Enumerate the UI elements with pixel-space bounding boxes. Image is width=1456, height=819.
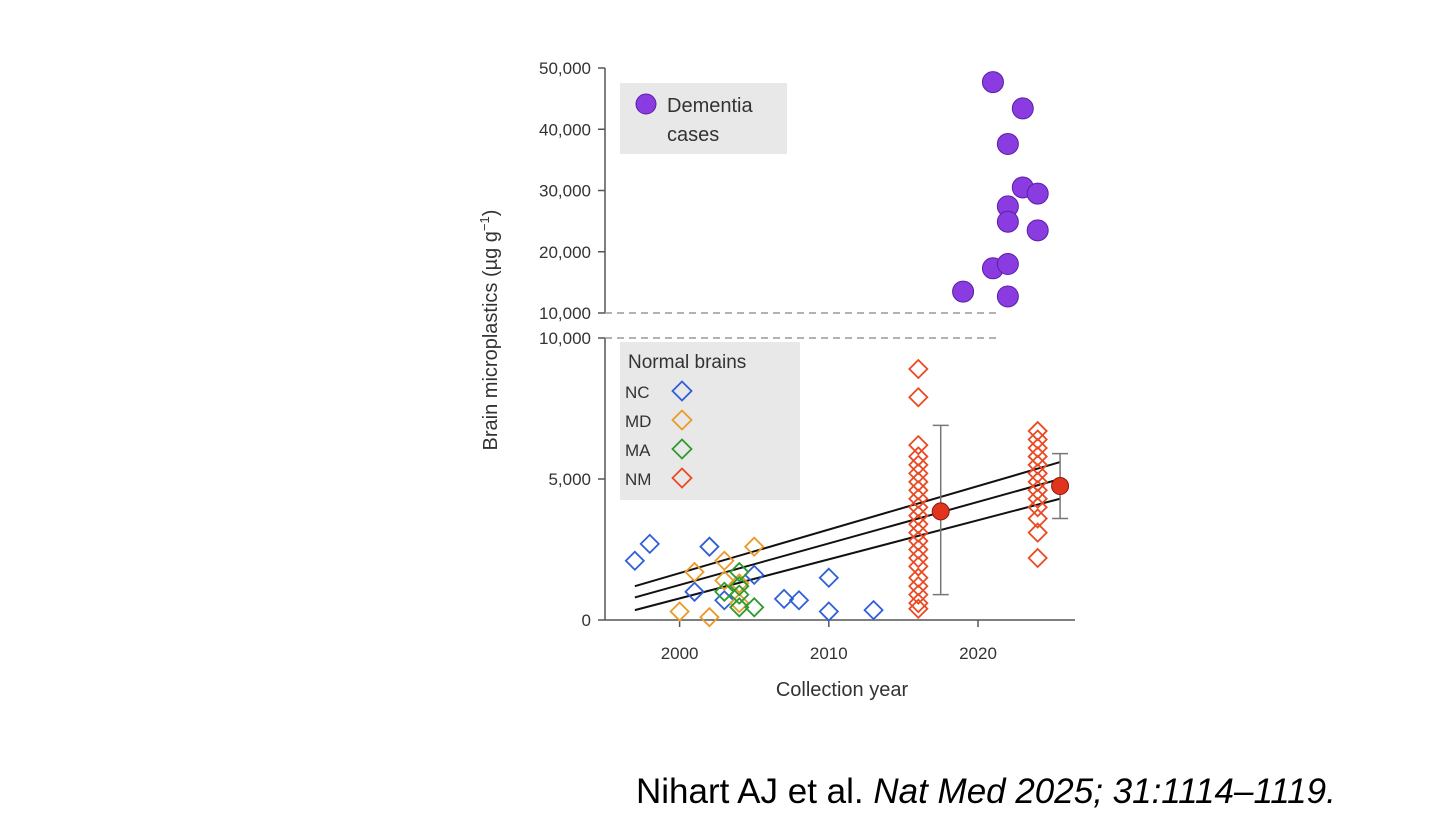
data-point-dementia bbox=[981, 71, 1004, 94]
group-mean-marker bbox=[1051, 477, 1070, 496]
lower-y-tick-label: 5,000 bbox=[548, 470, 591, 489]
citation-journal: Nat Med 2025; 31:1114–1119. bbox=[873, 772, 1336, 811]
data-point-nm bbox=[908, 556, 929, 577]
data-point-nm bbox=[1027, 496, 1048, 518]
data-point-dementia bbox=[996, 285, 1019, 308]
regression-fit-line bbox=[634, 478, 1061, 599]
dementia-legend-marker bbox=[635, 93, 657, 115]
normal-legend-marker bbox=[671, 409, 693, 431]
data-point-ma bbox=[729, 561, 750, 583]
data-point-md bbox=[669, 601, 690, 622]
data-point-nm bbox=[908, 584, 929, 605]
data-point-nc bbox=[773, 588, 795, 610]
data-point-nm bbox=[908, 434, 929, 456]
dementia-legend-label: cases bbox=[667, 124, 719, 146]
data-point-nc bbox=[639, 533, 661, 555]
data-point-nm bbox=[1027, 522, 1048, 543]
normal-legend-marker bbox=[671, 467, 693, 489]
data-point-nm bbox=[1027, 488, 1048, 510]
data-point-ma bbox=[743, 597, 765, 618]
data-point-md bbox=[714, 550, 735, 572]
data-point-nc bbox=[818, 601, 840, 622]
data-point-nm bbox=[908, 592, 929, 614]
upper-y-tick-label: 20,000 bbox=[539, 243, 591, 262]
data-point-nc bbox=[699, 536, 720, 557]
x-axis-title: Collection year bbox=[776, 679, 909, 701]
x-tick-label: 2000 bbox=[661, 644, 699, 663]
normal-legend-title: Normal brains bbox=[628, 352, 746, 373]
data-point-nm bbox=[1027, 508, 1048, 529]
lower-y-tick-label: 10,000 bbox=[539, 329, 591, 348]
normal-legend-marker bbox=[671, 380, 693, 402]
normal-legend-label: MD bbox=[625, 412, 651, 431]
data-point-nm bbox=[908, 547, 929, 569]
data-points bbox=[624, 71, 1070, 628]
axis-break-lines bbox=[605, 312, 1000, 339]
upper-y-tick-label: 30,000 bbox=[539, 182, 591, 201]
axis-labels: 10,000 20,000 30,000 40,000 50,000 0 5,000 10,0… bbox=[477, 59, 997, 701]
data-point-md bbox=[699, 606, 720, 628]
dementia-legend-label: Dementia bbox=[667, 95, 753, 117]
data-point-md bbox=[743, 536, 765, 557]
citation-authors: Nihart AJ et al. bbox=[636, 772, 864, 811]
normal-legend-label: MA bbox=[625, 441, 651, 460]
group-mean-marker bbox=[931, 502, 950, 521]
x-tick-label: 2020 bbox=[959, 644, 997, 663]
normal-legend-label: NC bbox=[625, 383, 650, 402]
data-point-dementia bbox=[996, 253, 1019, 275]
data-point-dementia bbox=[1026, 219, 1049, 242]
regression-upper-ci-line bbox=[634, 461, 1061, 588]
data-point-dementia bbox=[1011, 97, 1034, 120]
data-point-ma bbox=[729, 597, 750, 618]
data-point-nc bbox=[624, 550, 646, 572]
data-point-nc bbox=[863, 599, 884, 621]
data-point-nc bbox=[684, 581, 705, 603]
data-point-dementia bbox=[952, 280, 975, 303]
y-axis-title: Brain microplastics (µg g−1) bbox=[477, 210, 502, 451]
data-point-md bbox=[684, 561, 705, 583]
data-point-dementia bbox=[996, 132, 1019, 155]
data-point-nc bbox=[788, 589, 810, 611]
data-point-nm bbox=[908, 598, 929, 619]
data-point-ma bbox=[714, 581, 735, 603]
data-point-nm bbox=[908, 358, 929, 380]
data-point-nc bbox=[818, 567, 840, 588]
data-point-nm bbox=[1027, 547, 1048, 569]
data-point-nc bbox=[714, 589, 735, 611]
data-point-dementia bbox=[1026, 182, 1049, 205]
lower-y-tick-label: 0 bbox=[582, 611, 591, 630]
data-point-nm bbox=[908, 386, 929, 408]
regression-lines bbox=[634, 461, 1061, 612]
normal-legend-marker bbox=[671, 438, 693, 460]
x-tick-label: 2010 bbox=[810, 644, 848, 663]
upper-y-tick-label: 10,000 bbox=[539, 304, 591, 323]
normal-legend-label: NM bbox=[625, 470, 651, 489]
data-point-md bbox=[729, 592, 750, 614]
regression-lower-ci-line bbox=[634, 497, 1061, 612]
upper-y-tick-label: 50,000 bbox=[539, 59, 591, 78]
citation: Nihart AJ et al. Nat Med 2025; 31:1114–1… bbox=[636, 772, 1336, 812]
data-point-md bbox=[729, 573, 750, 594]
upper-y-tick-label: 40,000 bbox=[539, 120, 591, 139]
data-point-dementia bbox=[996, 210, 1019, 233]
legends: Dementia cases Normal brains NC MD MA NM bbox=[620, 83, 800, 500]
data-point-md bbox=[714, 570, 735, 591]
data-point-ma bbox=[729, 575, 750, 597]
normal-legend-box bbox=[620, 342, 800, 500]
